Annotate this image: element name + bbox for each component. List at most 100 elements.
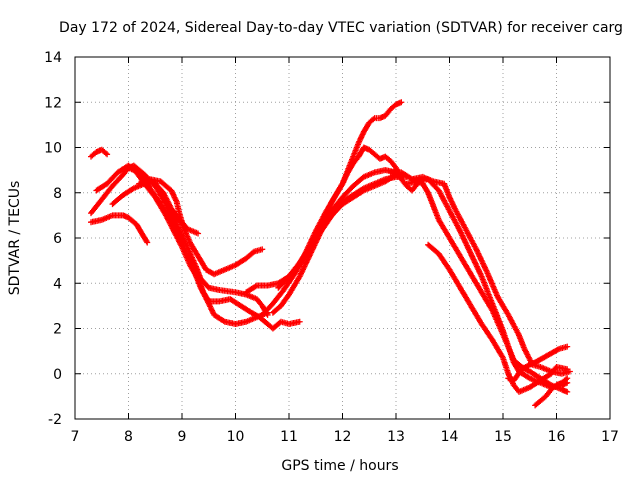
data-point-marks bbox=[98, 213, 114, 223]
data-point-marks bbox=[387, 158, 398, 170]
data-point-marks bbox=[494, 293, 511, 317]
data-point-marks bbox=[312, 209, 329, 235]
data-point-marks bbox=[109, 193, 125, 208]
chart-title: Day 172 of 2024, Sidereal Day-to-day VTE… bbox=[59, 20, 623, 36]
data-point bbox=[296, 318, 303, 325]
data-point-marks bbox=[435, 216, 452, 240]
data-point-marks bbox=[280, 269, 297, 284]
data-point-marks bbox=[227, 296, 243, 308]
data-point-marks bbox=[146, 185, 163, 206]
data-point-marks bbox=[457, 284, 474, 308]
data-point-marks bbox=[152, 180, 166, 195]
data-point-marks bbox=[478, 289, 495, 312]
y-tick-label: 2 bbox=[53, 322, 62, 338]
series-track-9 bbox=[243, 171, 405, 296]
data-point-marks bbox=[516, 385, 532, 395]
data-point-marks bbox=[168, 219, 185, 245]
data-point-marks bbox=[157, 201, 174, 224]
data-point bbox=[259, 246, 266, 253]
data-point-marks bbox=[355, 130, 367, 146]
data-point-marks bbox=[457, 253, 474, 276]
data-point-marks bbox=[371, 115, 382, 122]
data-point-marks bbox=[259, 301, 275, 318]
data-point bbox=[144, 239, 151, 246]
data-point-marks bbox=[382, 153, 393, 163]
data-point-marks bbox=[542, 387, 554, 400]
data-point-marks bbox=[355, 145, 367, 160]
data-point-marks bbox=[243, 283, 259, 296]
data-point-marks bbox=[419, 180, 431, 195]
data-point-marks bbox=[88, 197, 104, 217]
data-point-marks bbox=[478, 321, 495, 342]
y-tick-label: 10 bbox=[44, 141, 62, 157]
data-point-marks bbox=[173, 221, 190, 249]
data-point-marks bbox=[339, 184, 356, 201]
data-point-marks bbox=[371, 179, 387, 189]
data-point-marks bbox=[467, 250, 484, 278]
data-point-marks bbox=[446, 235, 463, 258]
data-point-marks bbox=[548, 383, 559, 393]
x-tick-label: 16 bbox=[548, 429, 566, 445]
y-axis-label: SDTVAR / TECUs bbox=[7, 181, 23, 296]
data-point-marks bbox=[331, 182, 345, 201]
series-track-6 bbox=[136, 176, 202, 237]
data-point-marks bbox=[187, 239, 201, 258]
plot-frame bbox=[74, 56, 611, 420]
data-point bbox=[564, 388, 571, 395]
data-point-marks bbox=[540, 351, 553, 361]
data-point-marks bbox=[232, 289, 248, 298]
data-point-marks bbox=[157, 178, 174, 193]
x-tick-label: 11 bbox=[280, 429, 298, 445]
data-point-marks bbox=[489, 300, 506, 333]
data-point-marks bbox=[537, 364, 553, 374]
data-point bbox=[564, 366, 571, 373]
data-point-marks bbox=[120, 186, 136, 198]
data-point-marks bbox=[489, 307, 503, 330]
x-tick-label: 9 bbox=[178, 429, 187, 445]
series-track-10 bbox=[269, 167, 399, 316]
data-point-marks bbox=[184, 225, 200, 236]
data-point-marks bbox=[221, 262, 237, 273]
data-point-marks bbox=[366, 116, 377, 126]
data-point-marks bbox=[382, 107, 393, 119]
data-series bbox=[88, 99, 573, 409]
data-point-marks bbox=[350, 174, 366, 189]
data-point-marks bbox=[162, 201, 179, 226]
y-tick-label: 6 bbox=[53, 231, 62, 247]
data-point-marks bbox=[160, 189, 174, 211]
data-point-marks bbox=[138, 230, 150, 245]
data-point-marks bbox=[237, 302, 254, 315]
data-point-marks bbox=[473, 246, 490, 274]
data-point-marks bbox=[339, 195, 355, 208]
data-point-marks bbox=[318, 209, 334, 235]
data-point-marks bbox=[296, 252, 313, 280]
data-point-marks bbox=[211, 311, 227, 324]
data-point-marks bbox=[243, 249, 257, 262]
data-point-marks bbox=[286, 274, 302, 298]
data-point-marks bbox=[537, 371, 553, 384]
data-point-marks bbox=[291, 252, 308, 275]
data-point-marks bbox=[93, 181, 109, 194]
data-point-marks bbox=[269, 288, 286, 307]
data-point-marks bbox=[462, 225, 479, 251]
data-point-marks bbox=[205, 300, 217, 317]
data-point-marks bbox=[435, 250, 452, 272]
data-point-marks bbox=[510, 382, 521, 394]
data-point-marks bbox=[526, 368, 543, 381]
x-tick-label: 12 bbox=[334, 429, 352, 445]
data-point-marks bbox=[467, 271, 484, 294]
x-tick-label: 8 bbox=[124, 429, 133, 445]
data-point-marks bbox=[548, 346, 561, 357]
y-tick-label: 12 bbox=[44, 95, 62, 111]
data-point-marks bbox=[323, 195, 337, 214]
data-point-marks bbox=[350, 188, 366, 201]
data-point-marks bbox=[409, 182, 420, 194]
data-point bbox=[195, 230, 202, 237]
data-point-marks bbox=[366, 146, 377, 157]
x-tick-label: 14 bbox=[441, 429, 459, 445]
data-point-marks bbox=[197, 284, 211, 306]
series-track-1 bbox=[88, 146, 111, 160]
data-point-marks bbox=[125, 214, 139, 227]
data-point-marks bbox=[179, 219, 190, 231]
